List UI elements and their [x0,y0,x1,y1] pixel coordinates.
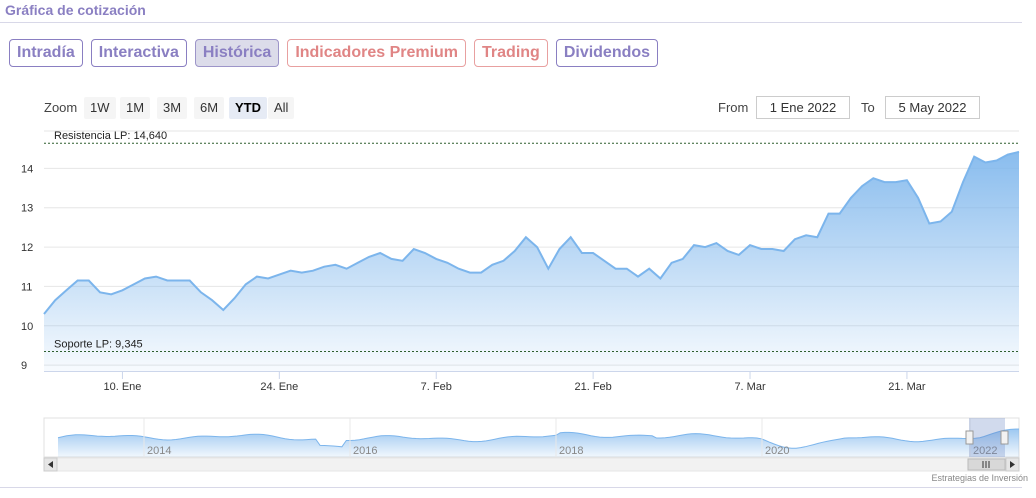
x-tick-label: 7. Feb [421,381,452,393]
scroll-right-icon [1010,461,1015,468]
x-tick-label: 24. Ene [260,381,298,393]
x-tick-label: 21. Feb [574,381,611,393]
divider [0,22,1022,23]
chart-tabs: Intradía Interactiva Histórica Indicador… [9,39,659,67]
y-tick-label: 13 [21,203,33,215]
to-label: To [861,100,875,115]
x-tick-label: 10. Ene [103,381,141,393]
navigator-year-label: 2022 [973,445,997,457]
divider [0,487,1022,488]
tab-indicadores-premium[interactable]: Indicadores Premium [287,39,467,67]
x-tick-label: 21. Mar [888,381,926,393]
zoom-all-button[interactable]: All [268,97,295,119]
y-tick-label: 10 [21,321,33,333]
price-area [44,151,1019,371]
tab-intradia[interactable]: Intradía [9,39,83,67]
y-tick-label: 12 [21,242,33,254]
zoom-3m-button[interactable]: 3M [157,97,188,119]
zoom-label: Zoom [44,100,78,115]
scroll-left-icon [48,461,53,468]
zoom-1w-button[interactable]: 1W [84,97,116,119]
page-title: Gráfica de cotización [5,2,146,18]
tab-trading[interactable]: Trading [474,39,548,67]
price-line [43,150,1020,315]
resistance-label: Resistencia LP: 14,640 [54,130,167,142]
navigator-year-label: 2016 [353,445,377,457]
tab-interactiva[interactable]: Interactiva [90,39,187,67]
scrollbar-track [43,457,1020,472]
chart-credits: Estrategias de Inversión [931,473,1028,483]
support-label: Soporte LP: 9,345 [54,339,143,351]
navigator-year-label: 2018 [559,445,583,457]
tab-dividendos[interactable]: Dividendos [555,39,659,67]
y-tick-label: 11 [21,281,32,293]
tab-historica[interactable]: Histórica [194,39,280,67]
navigator-year-label: 2020 [765,445,789,457]
zoom-6m-button[interactable]: 6M [194,97,225,119]
navigator-year-label: 2014 [147,445,171,457]
zoom-ytd-button[interactable]: YTD [229,97,267,119]
zoom-1m-button[interactable]: 1M [120,97,151,119]
x-tick-label: 7. Mar [734,381,766,393]
to-date-input[interactable]: 5 May 2022 [885,96,980,119]
navigator-selection [969,418,1005,457]
navigator-line [57,428,1020,449]
y-tick-label: 9 [21,360,27,372]
navigator-handle [1000,430,1009,445]
from-date-input[interactable]: 1 Ene 2022 [756,96,850,119]
navigator-handle [965,430,974,445]
navigator-area [58,429,1019,457]
y-tick-label: 14 [21,163,33,175]
from-label: From [718,100,749,115]
